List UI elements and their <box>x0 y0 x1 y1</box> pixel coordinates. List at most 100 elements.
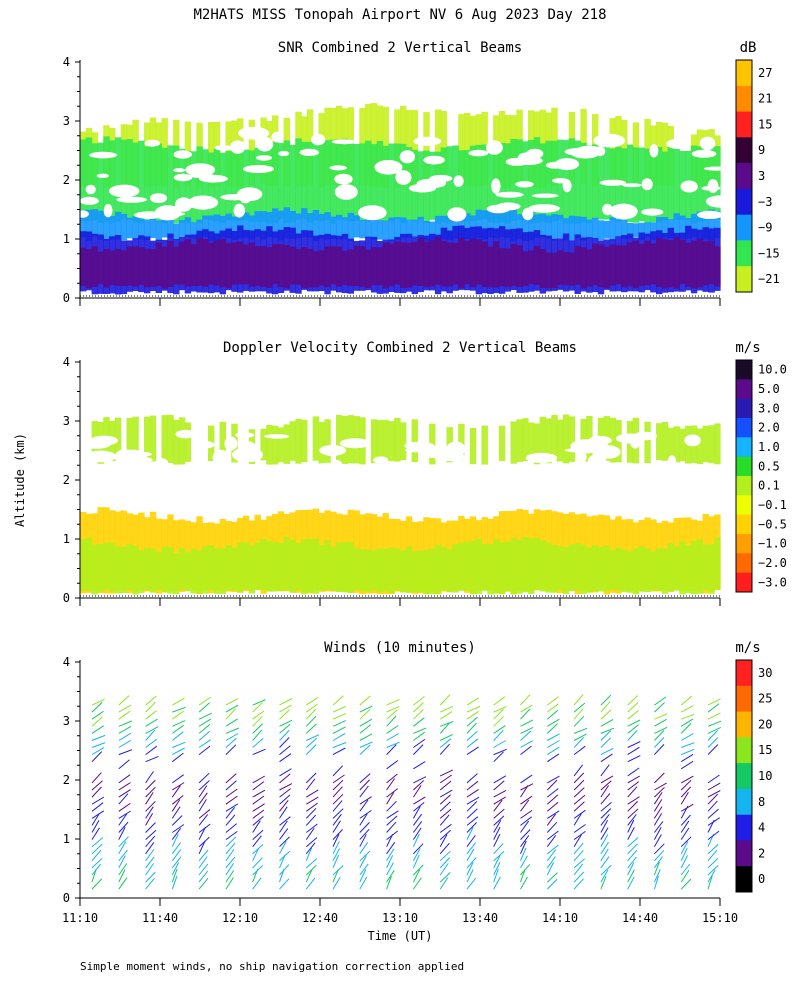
data-cell <box>481 544 488 591</box>
wind-barb <box>172 697 185 706</box>
y-tick-label: 2 <box>63 173 70 187</box>
wind-barb <box>252 795 265 805</box>
data-cell <box>417 216 424 240</box>
wind-barb <box>493 843 504 855</box>
data-cell <box>289 210 296 239</box>
data-cell <box>370 247 378 286</box>
data-gap <box>684 434 701 447</box>
data-cell <box>382 548 389 592</box>
data-cell <box>202 149 209 220</box>
data-cell <box>673 237 680 289</box>
colorbar-label: 3.0 <box>758 401 780 415</box>
wind-barb <box>198 814 209 826</box>
wind-barb <box>171 875 178 890</box>
data-cell <box>103 136 110 222</box>
data-cell <box>516 245 523 287</box>
data-gap <box>570 482 591 497</box>
wind-barb <box>653 875 659 890</box>
wind-barb <box>520 783 534 791</box>
wind-barb <box>198 739 211 748</box>
wind-barb <box>707 726 721 734</box>
data-cell <box>155 143 162 223</box>
data-gap <box>256 155 272 161</box>
wind-barb <box>600 718 614 727</box>
wind-barb <box>279 794 291 805</box>
data-cell <box>632 223 640 238</box>
data-cell <box>597 244 605 288</box>
data-cell <box>539 416 546 462</box>
wind-barb <box>359 809 372 819</box>
wind-barb <box>412 813 423 826</box>
wind-barb <box>493 751 504 763</box>
data-cell <box>155 220 162 241</box>
data-gap <box>649 144 659 158</box>
wind-barb <box>198 840 206 855</box>
colorbar-label: 30 <box>758 666 772 680</box>
data-gap <box>630 488 648 498</box>
y-tick-label: 1 <box>63 532 70 546</box>
data-cell <box>324 140 331 221</box>
data-cell <box>178 149 186 223</box>
data-cell <box>498 142 506 223</box>
wind-barb <box>466 869 474 883</box>
data-gap <box>334 184 358 200</box>
plot-area <box>71 414 722 595</box>
colorbar-swatch <box>736 379 752 400</box>
data-cell <box>266 541 273 592</box>
data-cell <box>423 241 430 288</box>
wind-barb <box>681 742 695 748</box>
data-cell <box>528 538 535 594</box>
data-gap <box>593 133 626 148</box>
wind-barb <box>680 870 690 883</box>
data-cell <box>481 210 488 240</box>
data-gap <box>224 436 238 451</box>
wind-barb <box>493 862 501 876</box>
wind-barb <box>413 843 424 855</box>
wind-barb <box>493 748 507 756</box>
data-cell <box>498 542 506 594</box>
wind-barb <box>145 806 154 819</box>
wind-barb <box>493 740 507 748</box>
colorbar-label: −3.0 <box>758 575 787 589</box>
wind-barb <box>118 789 131 798</box>
wind-barb <box>439 789 453 798</box>
wind-barb <box>252 809 265 819</box>
wind-barb <box>306 802 318 812</box>
wind-barb <box>412 785 422 798</box>
wind-barb <box>547 753 560 763</box>
wind-barb <box>654 718 667 727</box>
wind-barb <box>600 813 610 826</box>
wind-barb <box>573 878 584 890</box>
data-cell <box>97 251 104 285</box>
wind-barb <box>546 813 557 826</box>
data-cell <box>498 425 506 461</box>
x-tick-label: 12:10 <box>222 911 258 925</box>
wind-barb <box>279 806 288 819</box>
data-cell <box>388 421 395 462</box>
data-cell <box>324 540 331 591</box>
data-cell <box>685 545 692 594</box>
wind-barb <box>573 702 586 713</box>
data-cell <box>539 143 546 222</box>
data-gap <box>331 139 358 145</box>
wind-barb <box>520 809 533 819</box>
wind-barb <box>439 743 450 755</box>
data-cell <box>213 548 221 594</box>
wind-barb <box>198 712 213 720</box>
wind-barb <box>413 727 427 734</box>
wind-barb <box>386 744 397 755</box>
data-cell <box>330 546 337 591</box>
wind-barb <box>520 829 531 840</box>
data-cell <box>80 247 87 286</box>
colorbar-frame <box>735 59 753 293</box>
colorbar-label: 10 <box>758 769 772 783</box>
wind-barb <box>279 864 290 876</box>
data-cell <box>242 542 250 590</box>
data-cell <box>539 249 546 289</box>
data-cell <box>626 551 634 593</box>
colorbar-swatch <box>736 685 752 713</box>
wind-barb <box>359 841 369 855</box>
wind-barb <box>198 718 212 727</box>
data-cell <box>528 422 535 461</box>
